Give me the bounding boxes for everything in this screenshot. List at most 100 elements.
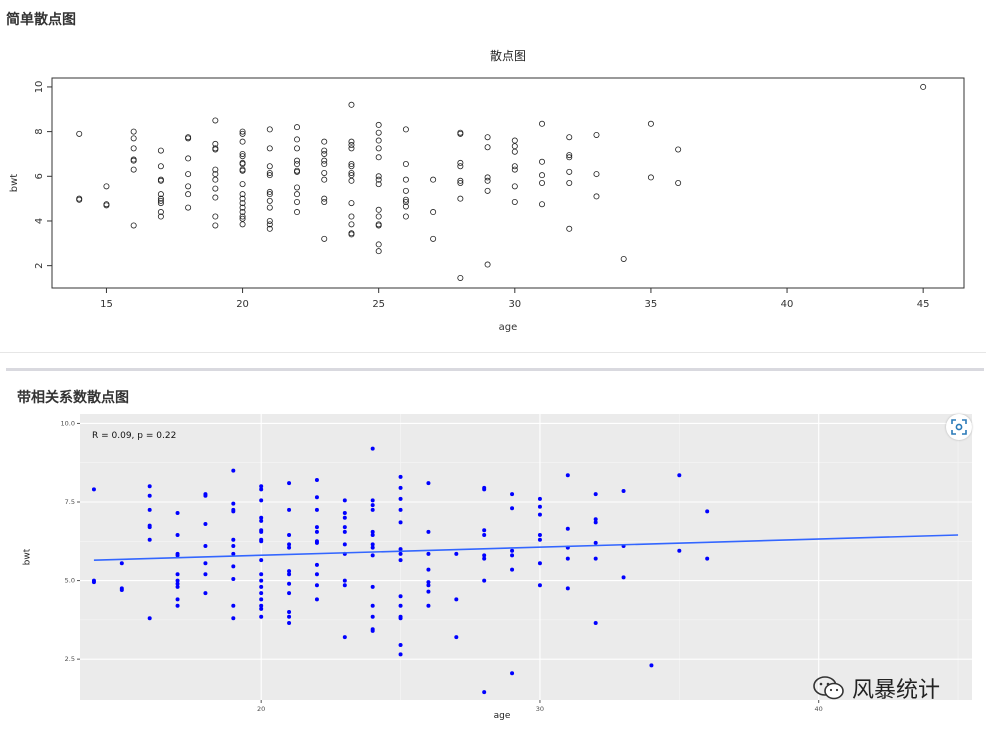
- chart1-x-tick-label: 15: [100, 299, 113, 310]
- chart2-point: [287, 533, 292, 537]
- chart1-point: [566, 152, 573, 159]
- chart2-x-tick-label: 30: [536, 705, 544, 713]
- chart1-point: [266, 188, 273, 195]
- chart1-point: [566, 154, 573, 161]
- chart2-point: [287, 614, 292, 619]
- chart2-point: [482, 578, 487, 583]
- chart2-point: [537, 496, 542, 501]
- chart2-point: [426, 589, 431, 594]
- chart2-point: [259, 614, 264, 619]
- chart1-point: [402, 213, 409, 220]
- chart1-plot-frame: [51, 77, 965, 289]
- chart1-point: [539, 201, 546, 208]
- chart1-point: [457, 274, 464, 281]
- chart1-point: [321, 235, 328, 242]
- chart1-point: [185, 155, 192, 162]
- chart1-point: [157, 191, 164, 198]
- chart1-point: [511, 148, 518, 155]
- chart1-point: [185, 191, 192, 198]
- chart2-point: [91, 487, 96, 492]
- chart2-point: [314, 529, 319, 534]
- chart2-point: [537, 533, 542, 537]
- chart2-point: [175, 511, 180, 515]
- chart2-point: [705, 556, 710, 561]
- chart1-point: [239, 191, 246, 198]
- chart2-point: [705, 509, 710, 514]
- chart1-point: [348, 142, 355, 149]
- chart2-point: [482, 487, 487, 492]
- chart1-point: [185, 135, 192, 142]
- chart1-point: [457, 177, 464, 184]
- chart1-y-tick-label: 2: [34, 262, 45, 268]
- chart2-point: [398, 643, 403, 647]
- chart2-point: [231, 577, 236, 581]
- chart1-point: [484, 261, 491, 268]
- chart2-point: [370, 498, 375, 503]
- chart2-point: [259, 539, 264, 544]
- chart1-point: [321, 176, 328, 183]
- chart2-point: [147, 537, 152, 542]
- chart1-point: [130, 145, 137, 152]
- chart2-point: [426, 529, 431, 534]
- chart2-point: [203, 572, 208, 577]
- chart2-point: [426, 551, 431, 556]
- chart1-point: [239, 204, 246, 211]
- chart1-point: [375, 176, 382, 183]
- chart2-point: [314, 478, 319, 482]
- chart1-point: [212, 213, 219, 220]
- chart2-y-tick-label: 10.0: [61, 419, 75, 427]
- chart1-point: [321, 198, 328, 205]
- chart2-point: [482, 556, 487, 561]
- chart2-point: [398, 507, 403, 512]
- chart1-point: [511, 163, 518, 170]
- chart2-point: [314, 572, 319, 577]
- chart2-point: [259, 529, 264, 534]
- chart2-point: [593, 520, 598, 525]
- chart2-point: [259, 606, 264, 611]
- chart1-point: [266, 217, 273, 224]
- chart2-x-axis-label: age: [494, 711, 511, 721]
- chart2-point: [342, 635, 347, 640]
- chart2-point: [398, 603, 403, 608]
- chart1-point: [294, 191, 301, 198]
- chart1-y-axis-label: bwt: [9, 174, 20, 193]
- chart2-point: [677, 473, 682, 478]
- chart1-point: [157, 213, 164, 220]
- chart1-point: [130, 222, 137, 229]
- focus-mode-button[interactable]: [946, 414, 972, 440]
- chart1-point: [647, 174, 654, 181]
- chart1-point: [130, 157, 137, 164]
- chart1-x-axis-label: age: [499, 322, 518, 333]
- chart2-point: [593, 517, 598, 522]
- chart2-point: [510, 671, 515, 676]
- chart1-point: [375, 137, 382, 144]
- wechat-icon: [813, 676, 844, 700]
- chart2-y-tick-label: 5.0: [65, 577, 75, 585]
- chart1-point: [239, 167, 246, 174]
- watermark-text: 风暴统计: [852, 677, 941, 702]
- chart1-point: [294, 124, 301, 131]
- chart2-point: [454, 635, 459, 640]
- chart1-point: [130, 128, 137, 135]
- chart1-point: [212, 185, 219, 192]
- chart2-point: [314, 525, 319, 530]
- chart1-point: [239, 153, 246, 160]
- chart2-point: [259, 584, 264, 589]
- chart2-point: [398, 551, 403, 556]
- chart1-x-tick-label: 25: [372, 299, 385, 310]
- chart2-point: [287, 581, 292, 586]
- chart1-point: [348, 213, 355, 220]
- chart2-point: [426, 567, 431, 572]
- chart2-y-tick-label: 2.5: [65, 655, 75, 663]
- chart1-point: [539, 172, 546, 179]
- chart2-point: [259, 558, 264, 563]
- chart2-point: [342, 498, 347, 503]
- chart1-point: [266, 225, 273, 232]
- chart1-x-tick-label: 20: [236, 299, 249, 310]
- chart2-point: [398, 474, 403, 479]
- chart1-point: [294, 168, 301, 175]
- chart1-point: [266, 163, 273, 170]
- chart1-point: [239, 221, 246, 228]
- chart1-point: [157, 200, 164, 207]
- chart1-point: [402, 176, 409, 183]
